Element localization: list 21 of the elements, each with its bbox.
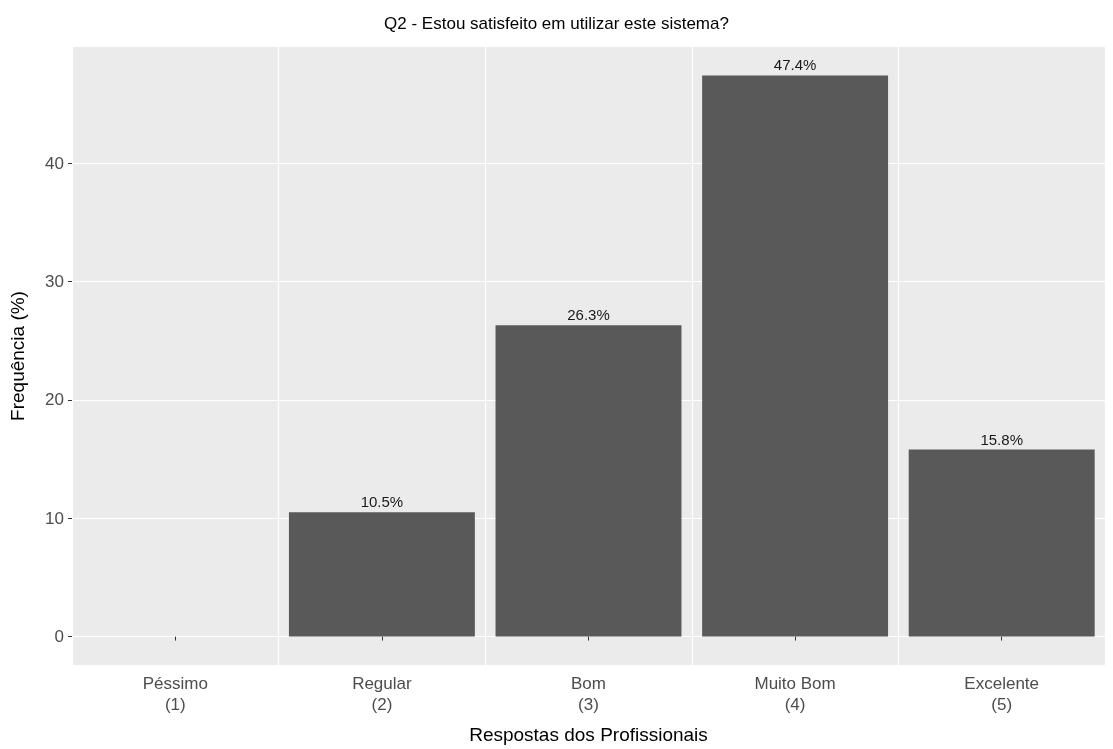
- x-tick-label: Regular (2): [352, 674, 412, 714]
- data-label: 26.3%: [567, 306, 610, 324]
- y-tick-label: 20: [45, 390, 64, 410]
- data-label: 15.8%: [980, 430, 1023, 448]
- y-axis-title: Frequência (%): [7, 291, 28, 421]
- data-label: 10.5%: [360, 493, 404, 511]
- y-tick-label: 40: [45, 153, 64, 173]
- x-tick-label: Muito Bom (4): [754, 674, 836, 714]
- y-tick-label: 0: [54, 627, 64, 647]
- x-tick-label: Excelente (5): [964, 674, 1040, 714]
- y-tick-label: 30: [45, 271, 64, 291]
- data-label: 47.4%: [773, 56, 817, 74]
- x-axis-title: Respostas dos Profissionais: [469, 724, 708, 745]
- bar: [702, 75, 889, 637]
- x-tick-label: Bom (3): [571, 674, 606, 714]
- x-tick-label: Péssimo (1): [142, 674, 208, 714]
- bar: [495, 325, 682, 637]
- chart-title: Q2 - Estou satisfeito em utilizar este sistema?: [384, 14, 729, 33]
- bar: [288, 512, 475, 637]
- y-tick-label: 10: [45, 508, 64, 528]
- bar: [908, 449, 1095, 637]
